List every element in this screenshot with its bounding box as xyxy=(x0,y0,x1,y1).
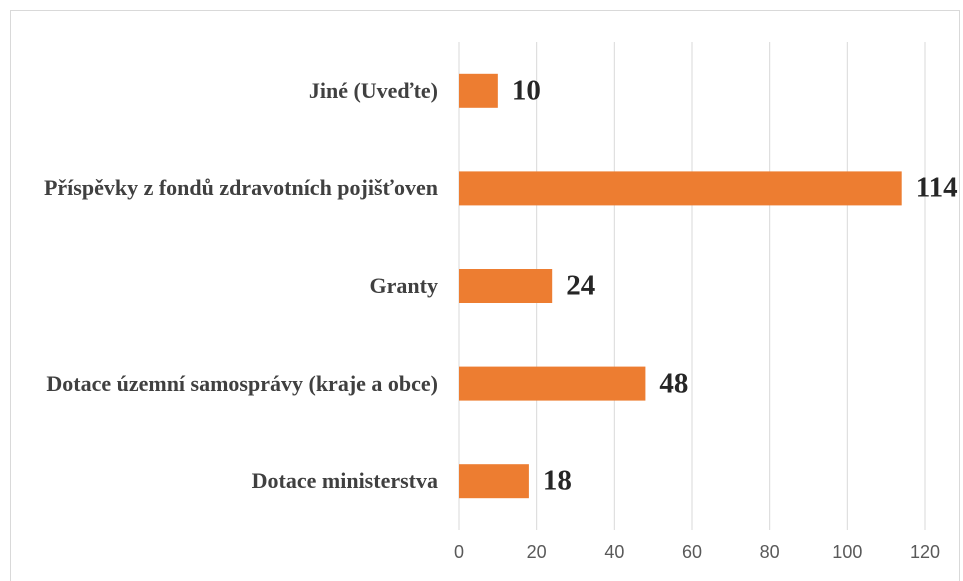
x-tick-label: 20 xyxy=(526,542,547,562)
x-tick-label: 80 xyxy=(759,542,780,562)
x-tick-label: 100 xyxy=(832,542,863,562)
bar xyxy=(459,171,902,206)
data-label: 114 xyxy=(915,171,958,204)
bar xyxy=(459,366,646,401)
data-label: 48 xyxy=(659,367,689,400)
y-tick-label: Granty xyxy=(369,273,438,298)
chart-border xyxy=(10,10,960,581)
data-label: 10 xyxy=(511,74,541,107)
data-label: 18 xyxy=(542,464,572,497)
bar xyxy=(459,73,498,108)
x-tick-label: 0 xyxy=(453,542,465,562)
data-label: 24 xyxy=(566,269,596,302)
x-tick-label: 60 xyxy=(681,542,703,562)
y-tick-label: Jiné (Uveďte) xyxy=(308,77,438,103)
y-tick-label: Dotace ministerstva xyxy=(251,468,438,494)
y-tick-label: Příspěvky z fondů zdravotních pojišťoven xyxy=(43,175,438,201)
x-tick-label: 120 xyxy=(909,542,941,562)
bar xyxy=(459,269,553,303)
x-tick-label: 40 xyxy=(604,542,625,562)
bar xyxy=(459,464,529,499)
y-tick-label: Dotace územní samosprávy (kraje a obce) xyxy=(46,370,438,396)
